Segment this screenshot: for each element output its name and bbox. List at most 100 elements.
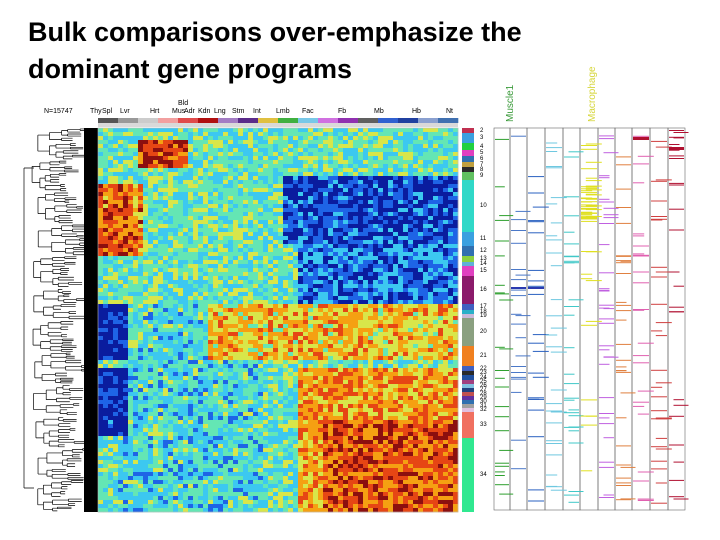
heatmap-cell [158, 236, 164, 241]
heatmap-cell [408, 292, 414, 297]
heatmap-cell [363, 236, 369, 241]
heatmap-cell [358, 348, 364, 353]
heatmap-cell [143, 180, 149, 185]
heatmap-cell [158, 300, 164, 305]
heatmap-cell [108, 144, 114, 149]
heatmap-cell [178, 244, 184, 249]
heatmap-cell [143, 228, 149, 233]
heatmap-cell [253, 320, 259, 325]
heatmap-cell [418, 196, 424, 201]
heatmap-cell [383, 244, 389, 249]
heatmap-cell [398, 308, 404, 313]
heatmap-cell [223, 332, 229, 337]
heatmap-cell [288, 248, 294, 253]
heatmap-cell [263, 336, 269, 341]
heatmap-cell [103, 236, 109, 241]
heatmap-cell [298, 148, 304, 153]
heatmap-cell [158, 156, 164, 161]
heatmap-cell [338, 132, 344, 137]
heatmap-cell [118, 304, 124, 309]
heatmap-cell [148, 180, 154, 185]
heatmap-cell [308, 320, 314, 325]
heatmap-cell [368, 292, 374, 297]
heatmap-cell [298, 224, 304, 229]
heatmap-cell [108, 296, 114, 301]
heatmap-cell [418, 128, 424, 133]
heatmap-cell [313, 176, 319, 181]
heatmap-cell [223, 328, 229, 333]
heatmap-cell [313, 396, 319, 401]
heatmap-cell [258, 320, 264, 325]
heatmap-cell [218, 132, 224, 137]
heatmap-cell [418, 200, 424, 205]
heatmap-cell [183, 136, 189, 141]
heatmap-cell [203, 168, 209, 173]
heatmap-cell [223, 372, 229, 377]
heatmap-cell [393, 216, 399, 221]
heatmap-cell [293, 268, 299, 273]
heatmap-cell [183, 164, 189, 169]
heatmap-cell [358, 320, 364, 325]
heatmap-cell [268, 368, 274, 373]
heatmap-cell [123, 392, 129, 397]
heatmap-cell [278, 152, 284, 157]
heatmap-cell [308, 260, 314, 265]
heatmap-cell [413, 332, 419, 337]
heatmap-cell [403, 264, 409, 269]
heatmap-cell [183, 360, 189, 365]
heatmap-cell [423, 272, 429, 277]
heatmap-cell [183, 272, 189, 277]
heatmap-cell [453, 384, 459, 389]
heatmap-cell [193, 196, 199, 201]
heatmap-cell [398, 144, 404, 149]
heatmap-cell [403, 152, 409, 157]
heatmap-cell [358, 296, 364, 301]
heatmap-cell [118, 264, 124, 269]
heatmap-cell [358, 376, 364, 381]
heatmap-cell [213, 284, 219, 289]
heatmap-cell [118, 200, 124, 205]
heatmap-cell [118, 320, 124, 325]
heatmap-cell [118, 140, 124, 145]
heatmap-cell [138, 312, 144, 317]
heatmap-cell [258, 236, 264, 241]
heatmap-cell [188, 232, 194, 237]
heatmap-cell [163, 396, 169, 401]
heatmap-cell [208, 212, 214, 217]
heatmap-cell [308, 272, 314, 277]
heatmap-cell [128, 256, 134, 261]
heatmap-cell [418, 336, 424, 341]
heatmap-cell [98, 180, 104, 185]
heatmap-cell [393, 312, 399, 317]
heatmap-cell [258, 208, 264, 213]
heatmap-cell [223, 184, 229, 189]
heatmap-cell [378, 192, 384, 197]
heatmap-cell [243, 296, 249, 301]
heatmap-cell [253, 348, 259, 353]
heatmap-cell [178, 132, 184, 137]
heatmap-cell [418, 368, 424, 373]
heatmap-cell [328, 292, 334, 297]
heatmap-cell [243, 188, 249, 193]
heatmap-cell [253, 304, 259, 309]
heatmap-cell [123, 264, 129, 269]
heatmap-cell [253, 344, 259, 349]
heatmap-cell [248, 348, 254, 353]
heatmap-cell [413, 144, 419, 149]
heatmap-cell [208, 396, 214, 401]
heatmap-cell [303, 296, 309, 301]
heatmap-cell [223, 380, 229, 385]
heatmap-cell [338, 220, 344, 225]
heatmap-cell [148, 240, 154, 245]
heatmap-cell [343, 244, 349, 249]
heatmap-cell [188, 400, 194, 405]
heatmap-cell [183, 336, 189, 341]
heatmap-cell [108, 216, 114, 221]
heatmap-cell [448, 284, 454, 289]
heatmap-cell [393, 380, 399, 385]
heatmap-cell [278, 304, 284, 309]
tissue-color-segment [418, 118, 439, 123]
heatmap-cell [453, 360, 459, 365]
heatmap-cell [368, 288, 374, 293]
heatmap-cell [163, 320, 169, 325]
